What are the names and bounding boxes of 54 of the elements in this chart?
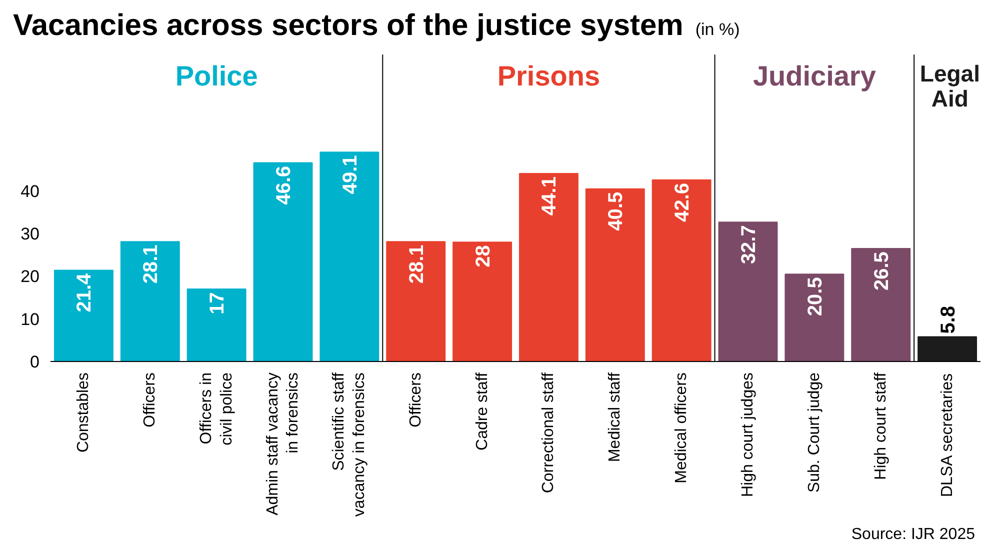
- x-tick-label: Admin staff vacancy in forensics: [264, 372, 302, 516]
- x-tick-label: Sub. Court judge: [806, 372, 823, 493]
- text: Judiciary: [752, 60, 876, 92]
- data-label: 42.6: [672, 182, 694, 222]
- y-tick-label: 0: [30, 352, 40, 372]
- bar: [186, 288, 246, 362]
- x-tick-label: High court judges: [740, 372, 756, 498]
- data-label: 46.6: [273, 166, 295, 205]
- text: Prisons: [497, 60, 600, 92]
- x-tick-label: High court staff: [872, 372, 890, 480]
- bar: [386, 241, 446, 362]
- x-tick-label: Medical staff: [606, 372, 624, 462]
- bar: [585, 188, 645, 362]
- x-tick-label: Scientific staff vacancy in forensics: [330, 372, 368, 517]
- chart-subtitle: (in %): [695, 20, 740, 39]
- bar: [253, 162, 313, 362]
- chart-title: Vacancies across sectors of the justice system: [13, 9, 684, 42]
- data-label: 17: [206, 292, 229, 314]
- data-label: 21.4: [74, 272, 96, 312]
- y-tick-label: 30: [20, 224, 40, 244]
- bar: [918, 336, 978, 362]
- bar: [54, 270, 114, 362]
- x-tick-label: Officers in civil police: [198, 372, 236, 446]
- x-tick-label: Officers: [407, 372, 424, 428]
- y-tick-label: 20: [20, 267, 40, 286]
- text: Legal Aid: [920, 60, 980, 112]
- x-tick-label: Officers: [142, 372, 159, 428]
- data-label: 32.7: [738, 225, 760, 264]
- data-label: 5.8: [937, 306, 960, 334]
- bar: [320, 152, 380, 362]
- bar: [120, 241, 180, 362]
- data-label: 49.1: [339, 155, 362, 194]
- data-label: 44.1: [538, 176, 561, 216]
- bar: [784, 274, 844, 362]
- bar: [718, 222, 778, 362]
- bar: [652, 179, 712, 362]
- x-tick-label: Correctional staff: [540, 372, 558, 494]
- data-label: 28.1: [406, 244, 428, 284]
- y-tick-label: 40: [20, 182, 40, 201]
- data-label: 20.5: [804, 277, 826, 316]
- text: Police: [175, 60, 258, 92]
- data-label: 28.1: [140, 244, 162, 284]
- bar: [452, 242, 512, 362]
- x-tick-label: Constables: [75, 372, 92, 453]
- data-label: 28: [472, 245, 494, 268]
- data-label: 26.5: [870, 252, 893, 291]
- y-tick-label: 10: [20, 310, 40, 329]
- x-tick-label: Cadre staff: [474, 372, 491, 450]
- bar: [518, 172, 578, 362]
- bar: [851, 248, 911, 362]
- x-tick-label: DLSA secretaries: [938, 373, 956, 497]
- data-label: 40.5: [605, 192, 628, 231]
- x-tick-label: Medical officers: [673, 372, 690, 484]
- source-note: Source: IJR 2025: [850, 525, 975, 545]
